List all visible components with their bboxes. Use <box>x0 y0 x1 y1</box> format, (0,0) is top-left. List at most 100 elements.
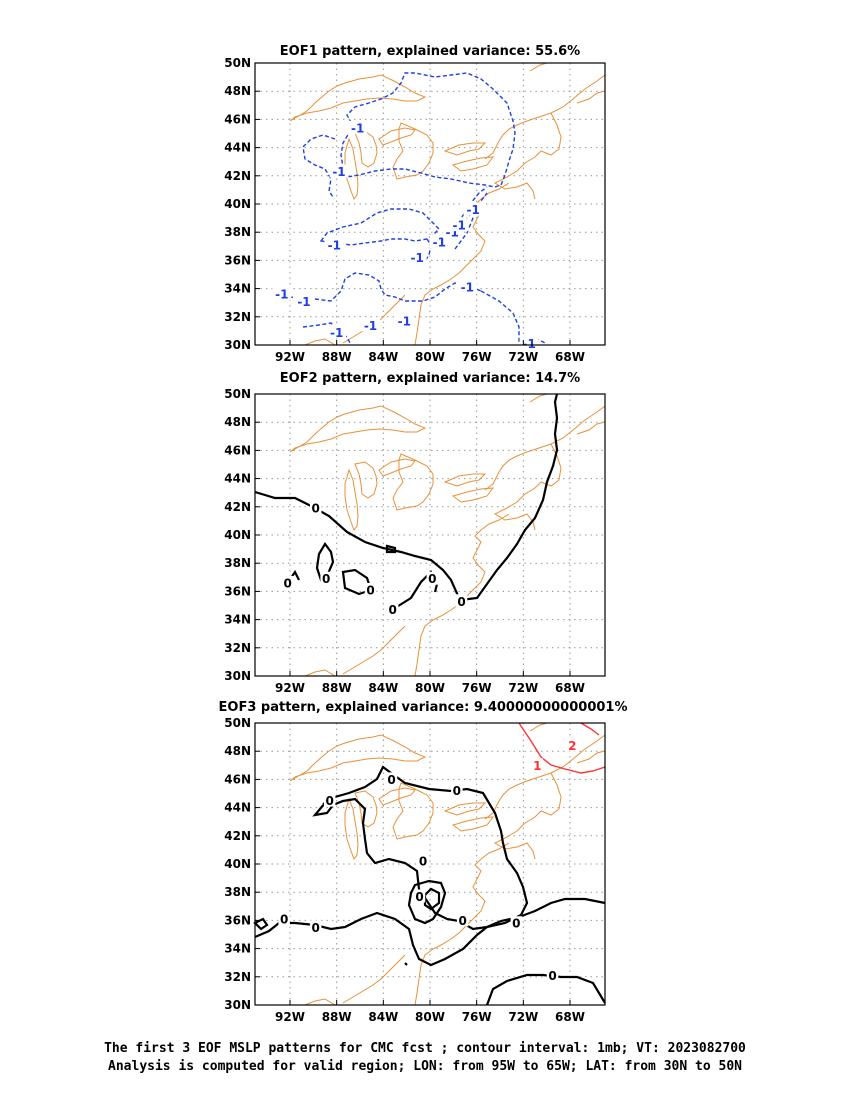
contour-label: 1 <box>533 759 541 773</box>
y-tick-label: 50N <box>224 716 251 730</box>
y-tick-label: 36N <box>224 253 251 267</box>
eof-figure: EOF1 pattern, explained variance: 55.6% … <box>219 44 628 1024</box>
y-tick-label: 44N <box>224 801 251 815</box>
y-tick-label: 42N <box>224 169 251 183</box>
contour-label: 0 <box>311 921 319 935</box>
eof2-y-axis: 30N 32N 34N 36N 38N 40N 42N 44N 46N 48N 50N <box>224 387 260 683</box>
contour-label-bg <box>463 202 483 216</box>
y-tick-label: 50N <box>224 56 251 70</box>
contour-label: -1 <box>461 281 474 295</box>
contour-label: 0 <box>419 855 427 869</box>
contour-label-bg <box>394 314 414 328</box>
contour-label-bg <box>272 287 292 301</box>
y-tick-label: 32N <box>224 970 251 984</box>
eof1-y-axis: 30N 32N 34N 36N 38N 40N 42N 44N 46N 48N 50N <box>224 56 260 352</box>
eof1-panel: EOF1 pattern, explained variance: 55.6% … <box>224 44 606 364</box>
y-tick-label: 46N <box>224 443 251 457</box>
contour-label-bg <box>361 318 380 332</box>
contour-label-bg <box>449 218 469 232</box>
y-tick-label: 32N <box>224 310 251 324</box>
x-tick-label: 80W <box>415 1010 445 1024</box>
contour-label-bg <box>327 325 347 339</box>
x-tick-label: 76W <box>462 350 492 364</box>
contour-label: -1 <box>351 121 364 135</box>
x-tick-label: 92W <box>275 350 305 364</box>
contour-label: 0 <box>458 914 466 928</box>
y-tick-label: 44N <box>224 141 251 155</box>
y-tick-label: 46N <box>224 772 251 786</box>
x-tick-label: 84W <box>368 1010 398 1024</box>
eof1-title: EOF1 pattern, explained variance: 55.6% <box>280 44 580 59</box>
y-tick-label: 42N <box>224 500 251 514</box>
contour-label-bg <box>455 594 468 608</box>
contour-label: -1 <box>297 295 310 309</box>
x-tick-label: 92W <box>275 1010 305 1024</box>
x-tick-label: 80W <box>415 350 445 364</box>
x-tick-label: 80W <box>415 681 445 695</box>
y-tick-label: 44N <box>224 472 251 486</box>
contour-label-bg <box>407 250 427 264</box>
contour-label-bg <box>324 237 344 251</box>
eof3-panel: EOF3 pattern, explained variance: 9.4000… <box>219 700 628 1024</box>
eof2-contour-labels: 00 00000 <box>281 501 468 617</box>
eof1-x-axis: 92W 88W 84W 80W 76W 72W 68W <box>275 340 585 364</box>
contour-label-bg <box>426 571 439 585</box>
contour-label-bg <box>364 582 377 596</box>
contour-label: -1 <box>410 251 423 265</box>
eof3-positive-contours <box>518 722 606 774</box>
y-tick-label: 42N <box>224 829 251 843</box>
contour-label: 0 <box>283 576 291 590</box>
contour-label: -1 <box>398 315 411 329</box>
eof1-contours <box>288 72 546 346</box>
contour-label: 0 <box>325 794 333 808</box>
contour-label: -1 <box>328 238 341 252</box>
x-tick-label: 76W <box>462 1010 492 1024</box>
x-tick-label: 76W <box>462 681 492 695</box>
eof2-x-axis: 92W 88W 84W 80W 76W 72W 68W <box>275 671 585 695</box>
y-tick-label: 48N <box>224 744 251 758</box>
contour-label: -1 <box>275 288 288 302</box>
contour-label-bg <box>510 916 523 930</box>
contour-label: 2 <box>568 739 576 753</box>
x-tick-label: 68W <box>555 681 585 695</box>
x-tick-label: 68W <box>555 350 585 364</box>
y-tick-label: 38N <box>224 885 251 899</box>
contour-label: -1 <box>452 219 465 233</box>
contour-label-bg <box>329 164 349 178</box>
contour-label-bg <box>309 501 322 515</box>
x-tick-label: 72W <box>508 350 538 364</box>
eof3-y-axis: 30N 32N 34N 36N 38N 40N 42N 44N 46N 48N 50N <box>224 716 260 1012</box>
y-tick-label: 34N <box>224 942 251 956</box>
y-tick-label: 38N <box>224 556 251 570</box>
x-tick-label: 84W <box>368 350 398 364</box>
contour-label-bg <box>519 336 539 350</box>
contour-label-bg <box>385 772 398 786</box>
eof1-contour-labels: -1-1-1-1-1-1-1-1-1-1-1-1-1 -1-1 <box>272 120 539 351</box>
caption-line-2: Analysis is computed for valid region; L… <box>108 1059 742 1074</box>
contour-label: 0 <box>428 572 436 586</box>
y-tick-label: 50N <box>224 387 251 401</box>
eof3-gridlines <box>255 723 605 1005</box>
contour-label: -1 <box>522 337 535 351</box>
figure-caption: The first 3 EOF MSLP patterns for CMC fc… <box>0 1040 850 1076</box>
contour-label-bg <box>413 889 426 903</box>
x-tick-label: 88W <box>322 350 352 364</box>
eof2-title: EOF2 pattern, explained variance: 14.7% <box>280 371 580 386</box>
contour-label: -1 <box>364 319 377 333</box>
x-tick-label: 84W <box>368 681 398 695</box>
contour-label-bg <box>451 783 463 797</box>
eof3-contour-labels: 0 0 0 0 0 0 0 0 0 0 1 2 <box>278 738 579 983</box>
contour-label: 0 <box>366 583 374 597</box>
x-tick-label: 92W <box>275 681 305 695</box>
eof3-x-axis: 92W 88W 84W 80W 76W 72W 68W <box>275 1000 585 1024</box>
contour-label: 0 <box>388 603 396 617</box>
eof2-panel: EOF2 pattern, explained variance: 14.7% … <box>224 371 606 695</box>
contour-label: -1 <box>433 236 446 250</box>
contour-label-bg <box>348 120 368 134</box>
contour-label-bg <box>320 571 332 585</box>
x-tick-label: 88W <box>322 681 352 695</box>
y-tick-label: 32N <box>224 641 251 655</box>
contour-label-bg <box>566 738 579 752</box>
y-tick-label: 40N <box>224 528 251 542</box>
contour-label: 0 <box>387 773 395 787</box>
